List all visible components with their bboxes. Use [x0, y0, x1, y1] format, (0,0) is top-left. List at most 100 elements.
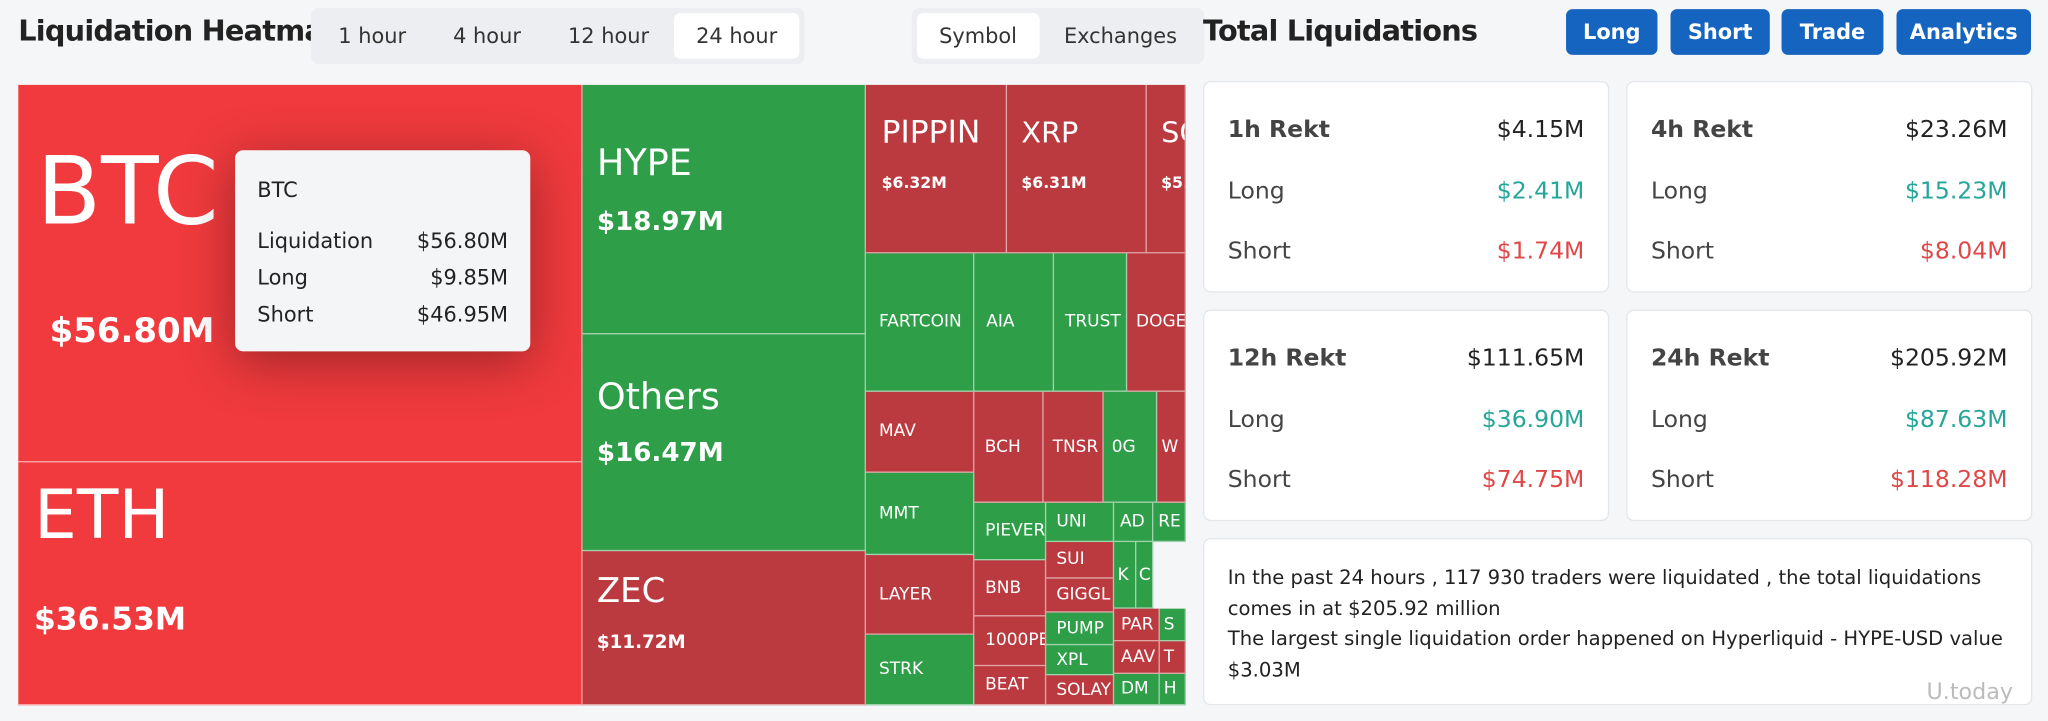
tile-value: $11.72M [596, 631, 686, 653]
tooltip-label: Short [257, 301, 314, 327]
card-row-value: $74.75M [1481, 466, 1585, 494]
card-total: $4.15M [1496, 116, 1585, 144]
treemap-tile[interactable]: BEAT [974, 666, 1047, 706]
tile-label: SOLAY [1056, 679, 1112, 700]
treemap-tile[interactable]: AIA [974, 253, 1055, 392]
treemap-tile[interactable]: T [1159, 641, 1186, 674]
time-tab[interactable]: 24 hour [673, 13, 800, 59]
treemap-tile[interactable]: S [1159, 608, 1186, 642]
rekt-card: 24h Rekt $205.92M Long $87.63M Short $118.28M [1626, 309, 2033, 522]
treemap-tile[interactable]: SUI [1046, 542, 1115, 579]
treemap-tile[interactable]: 0G [1103, 391, 1158, 503]
rekt-card: 1h Rekt $4.15M Long $2.41M Short $1.74M [1202, 80, 1610, 293]
card-row-value: $8.04M [1919, 237, 2008, 266]
treemap-tile[interactable]: ETH $36.53M [18, 462, 583, 706]
treemap-tile[interactable]: SOLAY [1046, 675, 1115, 706]
tile-label: ETH [33, 476, 170, 555]
tooltip-value: $56.80M [416, 228, 509, 254]
tile-label: BNB [985, 577, 1022, 598]
card-row: Long $15.23M [1651, 178, 2008, 205]
treemap-tile[interactable]: BCH [974, 391, 1044, 503]
treemap-tile[interactable]: MAV [865, 391, 975, 473]
tile-label: UNI [1056, 511, 1087, 532]
card-row-label: Long [1650, 177, 1708, 206]
tile-value: $5. [1161, 173, 1185, 192]
treemap-tile[interactable]: DM [1114, 673, 1160, 706]
header-button[interactable]: Short [1670, 9, 1770, 55]
treemap-tile[interactable]: UNI [1046, 502, 1115, 543]
tile-value: $56.80M [49, 312, 215, 352]
treemap-tile[interactable]: LAYER [865, 555, 975, 635]
treemap-tile[interactable]: W [1157, 391, 1186, 503]
treemap-tile[interactable]: AD [1114, 502, 1154, 543]
treemap-tile[interactable]: ZEC $11.72M [582, 551, 866, 706]
tile-label: AAV [1120, 647, 1156, 667]
time-tab[interactable]: 12 hour [567, 23, 650, 49]
card-title: 4h Rekt [1650, 116, 1754, 144]
card-title: 24h Rekt [1650, 344, 1770, 373]
treemap-tile[interactable]: DOGE [1127, 253, 1186, 392]
rekt-card: 4h Rekt $23.26M Long $15.23M Short $8.04M [1626, 80, 2033, 293]
header-button[interactable]: Analytics [1896, 9, 2032, 55]
treemap-tile[interactable]: FARTCOIN [865, 253, 975, 392]
time-tab[interactable]: 4 hour [453, 23, 521, 49]
treemap-tile[interactable]: GIGGL [1046, 578, 1115, 613]
card-row: Short $8.04M [1651, 238, 2008, 265]
card-header: 4h Rekt $23.26M [1651, 116, 2008, 143]
tooltip-row: Long $9.85M [257, 265, 508, 290]
tile-value: $6.32M [881, 173, 947, 192]
card-row-label: Long [1227, 406, 1285, 434]
treemap-tile[interactable]: TNSR [1043, 391, 1104, 503]
tile-label: SO [1161, 117, 1185, 150]
tile-label: LAYER [879, 584, 933, 605]
card-header: 1h Rekt $4.15M [1228, 116, 1585, 143]
treemap-tile[interactable]: MMT [865, 472, 975, 556]
totals-title: Total Liquidations [1202, 15, 1478, 49]
heatmap-title: Liquidation Heatmap [18, 15, 343, 49]
card-row-label: Short [1650, 237, 1715, 266]
card-row-label: Short [1227, 466, 1291, 494]
treemap-tile[interactable]: PAR [1114, 608, 1160, 642]
card-title: 1h Rekt [1227, 116, 1330, 144]
tile-value: $36.53M [33, 600, 187, 637]
tile-label: MAV [879, 421, 916, 442]
treemap-tile[interactable]: C [1136, 542, 1154, 609]
tile-label: Others [596, 375, 720, 419]
treemap-tile[interactable]: PIPPIN $6.32M [865, 84, 1008, 254]
treemap-tile[interactable]: STRK [865, 634, 975, 706]
watermark: U.today [1926, 679, 2013, 706]
tile-label: T [1163, 647, 1175, 667]
tile-value: $16.47M [596, 436, 724, 468]
view-tabs: Symbol Exchanges [911, 7, 1205, 64]
view-tab[interactable]: Symbol [916, 13, 1040, 59]
tile-label: BTC [36, 135, 219, 246]
time-tab[interactable]: 1 hour [338, 23, 407, 49]
treemap-tile[interactable]: XRP $6.31M [1007, 84, 1147, 254]
header-button[interactable]: Trade [1781, 9, 1884, 55]
tile-label: XRP [1021, 117, 1079, 150]
treemap-tile[interactable]: PUMP [1046, 612, 1115, 646]
time-tabs: 1 hour 4 hour 12 hour 24 hour [310, 7, 805, 64]
treemap-tile[interactable]: HYPE $18.97M [582, 84, 866, 335]
treemap-tile[interactable]: BNB [974, 560, 1047, 617]
treemap-tile[interactable]: XPL [1046, 645, 1115, 676]
treemap-tile[interactable]: SO $5. [1146, 84, 1186, 254]
tooltip: BTC Liquidation $56.80M Long $9.85M Short $46… [235, 150, 531, 352]
treemap-tile[interactable]: RE [1153, 502, 1186, 543]
card-row-value: $1.74M [1496, 237, 1585, 266]
treemap-tile[interactable]: Others $16.47M [582, 334, 866, 552]
treemap-tile[interactable]: AAV [1114, 641, 1160, 674]
tooltip-value: $46.95M [416, 301, 509, 327]
view-tab[interactable]: Exchanges [1063, 23, 1177, 49]
tooltip-title: BTC [257, 177, 298, 203]
treemap-tile[interactable]: 1000PE [974, 616, 1047, 667]
header-button[interactable]: Long [1566, 9, 1658, 55]
treemap-tile[interactable]: PIEVER [974, 502, 1047, 561]
card-row: Long $2.41M [1228, 178, 1585, 205]
treemap-tile[interactable]: K [1114, 542, 1137, 609]
card-row: Short $1.74M [1228, 238, 1585, 265]
card-total: $205.92M [1889, 344, 2008, 373]
treemap-tile[interactable]: TRUST [1054, 253, 1128, 392]
tile-label: AIA [986, 312, 1015, 332]
treemap-tile[interactable]: H [1159, 673, 1186, 706]
